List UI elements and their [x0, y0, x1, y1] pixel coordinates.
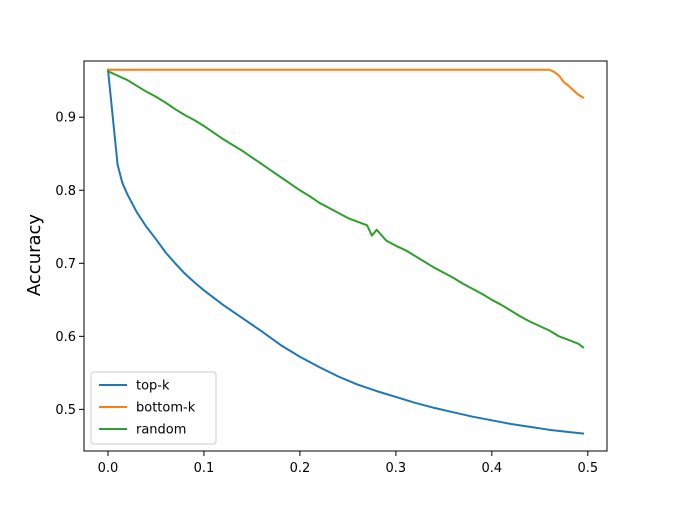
y-axis-title: Accuracy	[24, 214, 45, 297]
plot-lines	[106, 68, 585, 435]
plot-frame	[83, 60, 608, 452]
series-line-top-k	[106, 68, 585, 435]
x-tick-label: 0.1	[194, 461, 215, 476]
legend-box	[90, 371, 217, 445]
x-tick-label: 0.4	[482, 461, 503, 476]
legend-label-top-k: top-k	[136, 379, 170, 394]
legend-label-bottom-k: bottom-k	[136, 401, 196, 416]
legend: top-k bottom-k random	[90, 371, 217, 445]
x-tick-label: 0.5	[577, 461, 598, 476]
x-tick-label: 0.3	[386, 461, 407, 476]
y-axis: 0.5 0.6 0.7 0.8 0.9	[55, 111, 84, 418]
y-tick-label: 0.6	[55, 330, 76, 345]
series-line-random	[106, 69, 585, 349]
y-tick-label: 0.8	[55, 184, 76, 199]
x-axis: 0.0 0.1 0.2 0.3 0.4 0.5	[98, 451, 598, 476]
series-line-bottom-k	[106, 68, 585, 99]
legend-label-random: random	[136, 423, 186, 438]
y-tick-label: 0.9	[55, 111, 76, 126]
x-tick-label: 0.0	[98, 461, 119, 476]
y-tick-label: 0.5	[55, 403, 76, 418]
y-tick-label: 0.7	[55, 257, 76, 272]
x-tick-label: 0.2	[290, 461, 311, 476]
